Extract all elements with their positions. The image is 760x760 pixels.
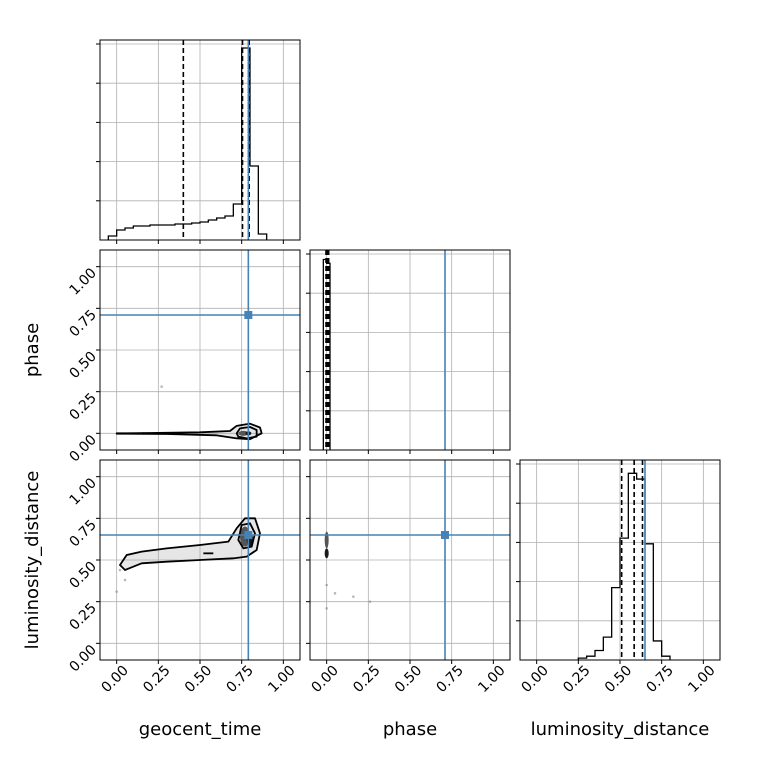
sample-point — [160, 385, 163, 388]
sample-point — [325, 607, 328, 610]
sample-point — [123, 578, 127, 582]
panel-phase-vs-luminosity_distance — [309, 459, 511, 661]
sample-point — [325, 583, 328, 587]
hist-panel-geocent_time — [96, 39, 301, 241]
x-axis-label-2: luminosity_distance — [531, 719, 710, 740]
sample-cloud — [120, 518, 260, 570]
x-tick-label: 0.50 — [392, 663, 425, 696]
hist-panel-phase — [306, 249, 511, 451]
contour-0 — [115, 422, 263, 441]
x-tick-label: 1.00 — [685, 663, 718, 696]
x-tick-label: 0.00 — [309, 663, 342, 696]
histogram-step-luminosity_distance — [577, 472, 671, 660]
sample-point — [115, 590, 118, 593]
x-tick-label: 0.50 — [602, 663, 635, 696]
x-tick-label: 0.25 — [560, 663, 593, 696]
x-tick-label: 0.75 — [224, 663, 257, 696]
hist-panel-luminosity_distance — [516, 459, 721, 661]
y-axis-label-2: luminosity_distance — [22, 471, 43, 650]
y-tick-label: 0.50 — [67, 349, 100, 382]
y-tick-label: 0.25 — [67, 390, 100, 423]
sample-point — [352, 595, 355, 598]
x-tick-label: 0.75 — [644, 663, 677, 696]
truth-marker — [441, 531, 449, 539]
sample-point — [333, 592, 337, 595]
x-tick-label: 0.25 — [350, 663, 383, 696]
y-tick-label: 0.00 — [67, 432, 100, 465]
y-tick-label: 1.00 — [67, 475, 100, 508]
density-core — [324, 548, 329, 559]
panel-geocent_time-vs-luminosity_distance — [99, 459, 301, 661]
y-tick-label: 0.75 — [67, 517, 100, 550]
x-tick-label: 0.75 — [434, 663, 467, 696]
contour-0 — [119, 517, 261, 571]
sample-point — [118, 568, 122, 572]
x-axis-label-1: phase — [383, 719, 437, 740]
sample-point — [368, 600, 372, 603]
truth-marker — [244, 311, 253, 319]
sample-cloud — [116, 423, 262, 440]
x-tick-label: 0.50 — [182, 663, 215, 696]
density-core — [238, 430, 249, 436]
y-tick-label: 0.75 — [67, 307, 100, 340]
contour-1 — [235, 426, 258, 440]
y-axis-label-1: phase — [22, 323, 43, 377]
panel-geocent_time-vs-phase — [99, 249, 301, 451]
density-core — [324, 531, 329, 549]
x-tick-label: 0.00 — [519, 663, 552, 696]
x-tick-label: 0.00 — [99, 663, 132, 696]
y-tick-label: 0.50 — [67, 559, 100, 592]
contour-1 — [237, 522, 256, 550]
x-tick-label: 1.00 — [265, 663, 298, 696]
x-tick-label: 0.25 — [140, 663, 173, 696]
x-axis-label-0: geocent_time — [139, 719, 262, 740]
x-tick-label: 1.00 — [475, 663, 508, 696]
y-tick-label: 0.25 — [67, 600, 100, 633]
y-tick-label: 1.00 — [67, 265, 100, 298]
truth-marker — [244, 531, 253, 539]
y-tick-label: 0.00 — [67, 642, 100, 675]
